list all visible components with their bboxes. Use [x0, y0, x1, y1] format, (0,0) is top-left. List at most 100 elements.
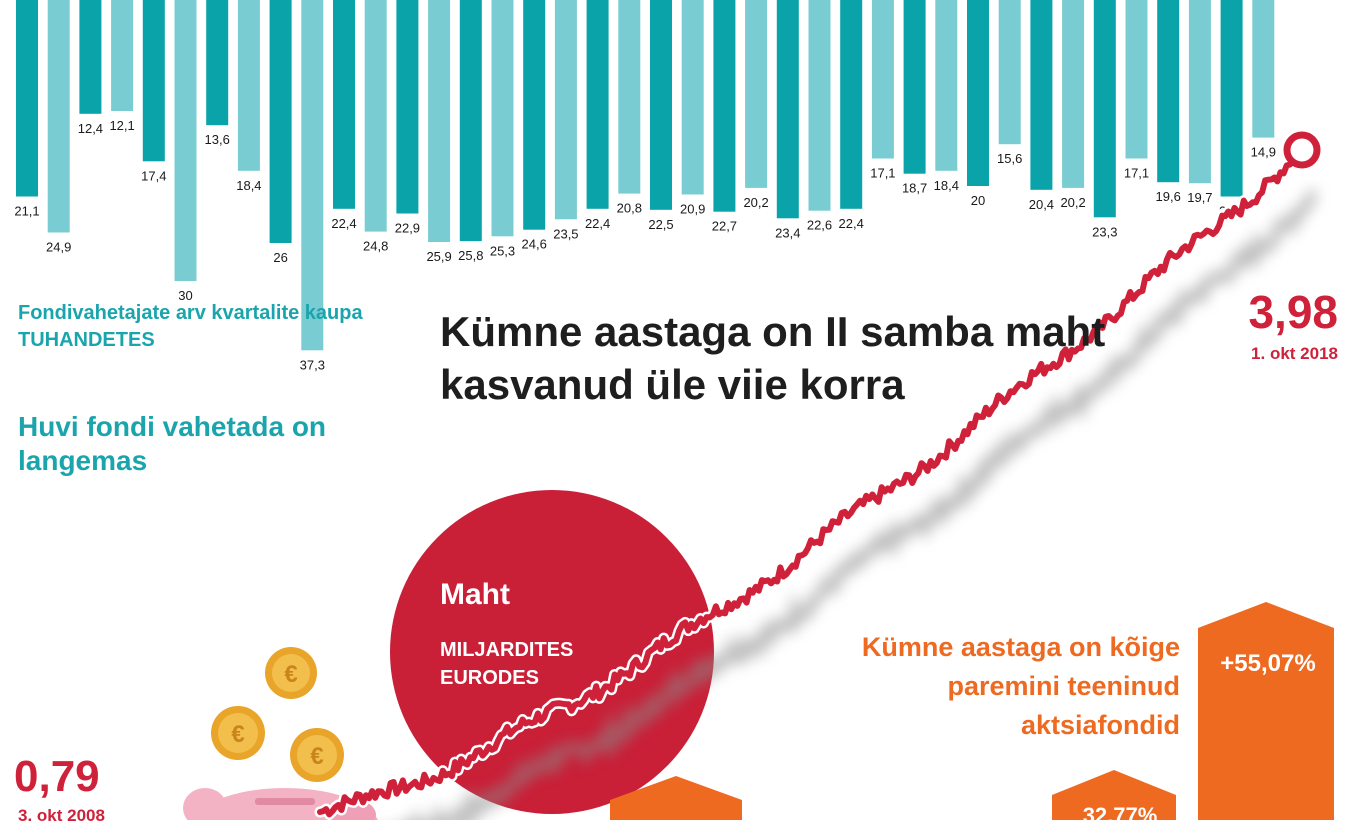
bar [586, 0, 609, 209]
bar-value-label: 24,9 [46, 240, 71, 255]
bar-value-label: 22,4 [331, 216, 356, 231]
fund-bar-low [610, 776, 742, 820]
bar-value-label: 22,5 [648, 217, 673, 232]
bar [840, 0, 863, 209]
bar [808, 0, 831, 211]
bar [491, 0, 514, 237]
bar [142, 0, 165, 162]
bar [967, 0, 989, 186]
bars-headline: Huvi fondi vahetada on langemas [18, 411, 327, 476]
bar-value-label: 22,4 [585, 216, 610, 231]
bar-value-label: 18,4 [934, 178, 959, 193]
bar [745, 0, 768, 188]
bar [935, 0, 958, 171]
volume-line-shadow [407, 188, 1318, 820]
bar [333, 0, 355, 209]
bar [1220, 0, 1243, 197]
page-title: Kümne aastaga on II samba maht kasvanud … [440, 308, 1106, 408]
start-value: 0,79 [14, 752, 100, 801]
bar-value-label: 25,9 [426, 249, 451, 264]
bar-value-label: 22,6 [807, 218, 832, 233]
bar [681, 0, 704, 195]
bar [1125, 0, 1148, 159]
bar-value-label: 19,6 [1156, 189, 1181, 204]
bubble-unit: MILJARDITES EURODES [440, 639, 574, 689]
bar-value-label: 17,1 [870, 166, 895, 181]
bar [237, 0, 260, 171]
bar-value-label: 22,9 [395, 221, 420, 236]
bar-value-label: 23,3 [1092, 224, 1117, 239]
bar [428, 0, 451, 242]
bar [174, 0, 197, 281]
fund-bar-top [1198, 602, 1334, 820]
bar [459, 0, 482, 242]
bar-value-label: 37,3 [300, 357, 325, 372]
bar-value-label: 25,8 [458, 248, 483, 263]
volume-line [317, 147, 1305, 818]
bar-value-label: 13,6 [205, 132, 230, 147]
svg-text:€: € [284, 661, 297, 688]
euro-coin-icon: € [290, 728, 344, 782]
bar-value-label: 12,4 [78, 121, 103, 136]
bar-value-label: 24,8 [363, 239, 388, 254]
euro-coin-icon: € [265, 647, 317, 699]
bar-value-label: 22,4 [839, 216, 864, 231]
bar [301, 0, 324, 351]
bar-value-label: 20,2 [743, 195, 768, 210]
bar-value-label: 30 [178, 288, 192, 303]
bar-value-label: 18,4 [236, 178, 261, 193]
fund-bar-mid [1052, 770, 1176, 820]
bar-value-label: 20,9 [680, 202, 705, 217]
bar [47, 0, 70, 233]
funds-top-value: +55,07% [1220, 650, 1316, 677]
bar-value-label: 12,1 [109, 118, 134, 133]
funds-mid-value: 32,77% [1082, 803, 1158, 828]
bar-value-label: 23,4 [775, 225, 800, 240]
bar [206, 0, 229, 126]
fund-switchers-bar-chart: 21,1 24,9 12,4 12,1 17,4 30 13,6 18,4 26 37,3 22,4… [14, 0, 1276, 372]
bar-value-label: 19,7 [1187, 190, 1212, 205]
bar [1188, 0, 1211, 184]
volume-end-marker [1283, 131, 1321, 169]
bar-value-label: 14,9 [1251, 145, 1276, 160]
bar [618, 0, 641, 194]
bar [903, 0, 926, 174]
bar-value-label: 25,3 [490, 243, 515, 258]
bar [554, 0, 577, 220]
start-date: 3. okt 2008 [18, 806, 105, 825]
bar [998, 0, 1021, 145]
bar [871, 0, 894, 159]
bubble-title: Maht [440, 578, 510, 611]
bar-value-label: 17,4 [141, 168, 166, 183]
bar-value-label: 15,6 [997, 151, 1022, 166]
bar [1093, 0, 1116, 218]
bar [713, 0, 736, 212]
bar [776, 0, 799, 219]
svg-text:€: € [231, 721, 244, 748]
bar [650, 0, 672, 210]
bar-value-label: 17,1 [1124, 166, 1149, 181]
bar-value-label: 22,7 [712, 219, 737, 234]
bar [79, 0, 102, 114]
euro-coin-icon: € [211, 706, 265, 760]
bar [1062, 0, 1085, 188]
bar [1252, 0, 1275, 138]
bars-unit: TUHANDETES [18, 329, 155, 351]
funds-title: Kümne aastaga on kõige paremini teeninud… [861, 632, 1180, 740]
bar-value-label: 20,2 [1060, 195, 1085, 210]
bar-value-label: 18,7 [902, 181, 927, 196]
bars-caption: Fondivahetajate arv kvartalite kaupa TUH… [18, 300, 363, 354]
orange-fund-bars [610, 602, 1334, 820]
bar-value-label: 26 [273, 250, 287, 265]
bar [111, 0, 134, 111]
end-value: 3,98 [1248, 286, 1338, 338]
bars-subtitle: Fondivahetajate arv kvartalite kaupa [18, 302, 363, 324]
end-date: 1. okt 2018 [1251, 344, 1338, 363]
bar [16, 0, 38, 197]
bar [269, 0, 292, 243]
bar [396, 0, 419, 214]
bar-value-label: 21,1 [14, 204, 39, 219]
bar [1030, 0, 1053, 190]
bar-value-label: 24,6 [522, 237, 547, 252]
